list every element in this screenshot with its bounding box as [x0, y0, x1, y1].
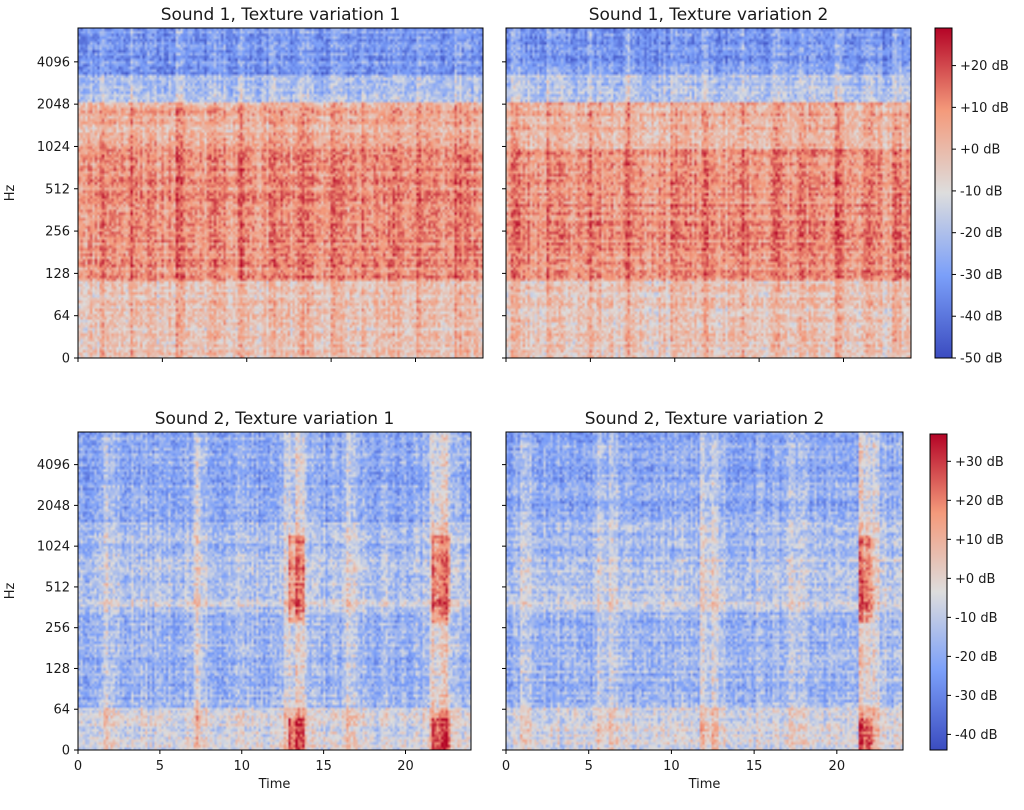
y-tick-label: 64: [53, 309, 70, 324]
spectrogram-panel: Sound 1, Texture variation 2: [502, 5, 912, 362]
colorbar-tick-label: +10 dB: [960, 101, 1009, 116]
spectrogram-image: [78, 28, 483, 358]
y-axis-label: Hz: [3, 583, 18, 600]
colorbar-tick-label: -40 dB: [960, 310, 1003, 325]
y-tick-label: 128: [45, 662, 70, 677]
panel-title: Sound 1, Texture variation 2: [589, 5, 829, 25]
panel-title: Sound 2, Texture variation 2: [585, 409, 825, 429]
y-tick-label: 512: [45, 182, 70, 197]
y-tick-label: 2048: [37, 499, 70, 514]
x-tick-label: 20: [829, 759, 846, 774]
colorbar-tick-label: +0 dB: [955, 572, 995, 587]
x-axis-label: Time: [688, 777, 721, 792]
spectrogram-panel: Sound 2, Texture variation 2 0 5 10 15 20 Time: [502, 409, 904, 792]
colorbar-tick-label: -20 dB: [955, 650, 998, 665]
colorbar: +30 dB +20 dB +10 dB +0 dB -10 dB -20 dB -30 d…: [929, 433, 1004, 751]
y-tick-label: 128: [45, 267, 70, 282]
x-tick-label: 10: [233, 759, 250, 774]
panel-title: Sound 1, Texture variation 1: [161, 5, 401, 25]
x-tick-label: 0: [502, 759, 510, 774]
colorbar-gradient: [934, 27, 953, 359]
colorbar: +20 dB +10 dB +0 dB -10 dB -20 dB -30 dB -40 d…: [934, 27, 1009, 367]
panel-title: Sound 2, Texture variation 1: [155, 409, 395, 429]
y-tick-label: 2048: [37, 98, 70, 113]
colorbar-gradient: [929, 433, 948, 751]
y-tick-label: 4096: [37, 55, 70, 70]
colorbar-tick-label: +30 dB: [955, 455, 1004, 470]
spectrogram-panel: Sound 1, Texture variation 1 0 64 128 256 512…: [3, 5, 484, 367]
spectrogram-panel: Sound 2, Texture variation 1 0 64 128 256 512…: [3, 409, 472, 792]
y-tick-label: 0: [62, 744, 70, 759]
colorbar-tick-label: +0 dB: [960, 143, 1000, 158]
spectrogram-image: [506, 28, 911, 358]
axes-frame: [77, 27, 484, 359]
colorbar-tick-label: +20 dB: [960, 59, 1009, 74]
y-tick-label: 256: [45, 225, 70, 240]
x-tick-label: 10: [663, 759, 680, 774]
x-tick-label: 0: [74, 759, 82, 774]
x-tick-label: 20: [397, 759, 414, 774]
colorbar-tick-label: -20 dB: [960, 226, 1003, 241]
x-tick-label: 5: [156, 759, 164, 774]
y-axis-label: Hz: [3, 185, 18, 202]
colorbar-tick-label: +10 dB: [955, 533, 1004, 548]
spectrogram-image: [78, 432, 471, 750]
colorbar-tick-label: -10 dB: [955, 611, 998, 626]
colorbar-tick-label: +20 dB: [955, 494, 1004, 509]
y-tick-label: 64: [53, 703, 70, 718]
x-axis-label: Time: [258, 777, 291, 792]
y-tick-label: 512: [45, 580, 70, 595]
y-tick-label: 1024: [37, 140, 70, 155]
y-tick-label: 1024: [37, 540, 70, 555]
colorbar-tick-label: -30 dB: [955, 689, 998, 704]
x-tick-label: 15: [746, 759, 763, 774]
colorbar-tick-label: -40 dB: [955, 728, 998, 743]
spectrogram-image: [506, 432, 903, 750]
axes-frame: [77, 431, 472, 751]
y-tick-label: 0: [62, 352, 70, 367]
x-tick-label: 15: [315, 759, 332, 774]
y-tick-label: 256: [45, 621, 70, 636]
y-tick-label: 4096: [37, 458, 70, 473]
colorbar-tick-label: -10 dB: [960, 184, 1003, 199]
axes-frame: [505, 431, 904, 751]
colorbar-tick-label: -50 dB: [960, 352, 1003, 367]
axes-frame: [505, 27, 912, 359]
x-tick-label: 5: [585, 759, 593, 774]
colorbar-tick-label: -30 dB: [960, 268, 1003, 283]
